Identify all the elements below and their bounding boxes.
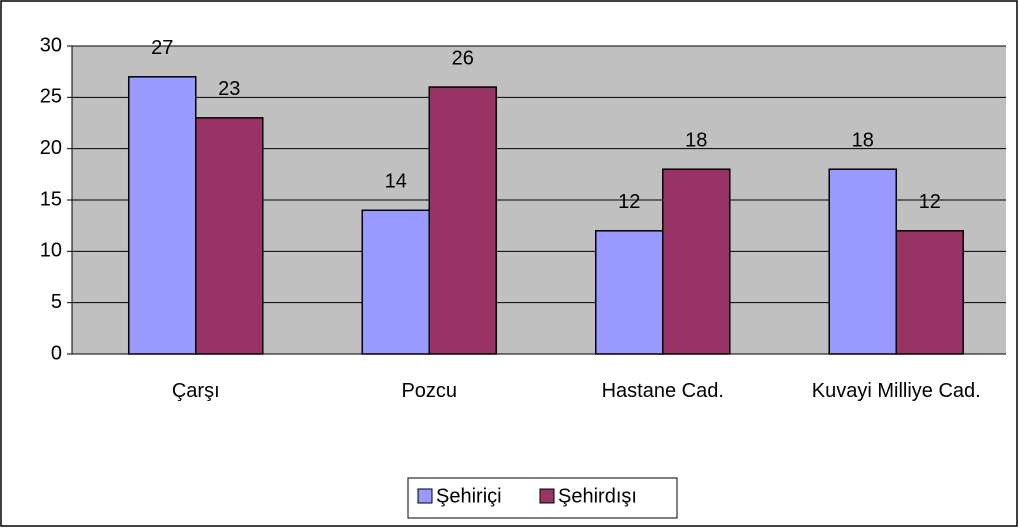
data-label: 12 — [618, 191, 640, 213]
legend-label: Şehiriçi — [436, 485, 502, 507]
bar — [895, 230, 965, 355]
bar — [195, 117, 264, 355]
x-tick-label-box: Çarşı — [171, 380, 220, 402]
x-tick-label-box: Hastane Cad. — [601, 380, 724, 402]
legend-swatch — [539, 488, 555, 504]
data-label: 18 — [685, 129, 707, 151]
y-tick-label: 30 — [40, 34, 62, 56]
x-tick-label: Kuvayi Milliye Cad. — [811, 380, 981, 402]
y-tick-label: 20 — [40, 137, 62, 159]
y-tick-label: 25 — [40, 86, 62, 108]
x-tick-label: Hastane Cad. — [601, 380, 724, 402]
bar — [828, 168, 897, 355]
data-label: 27 — [151, 37, 173, 59]
y-tick-label: 10 — [40, 240, 62, 262]
data-label: 18 — [852, 129, 874, 151]
legend-label: Şehirdışı — [558, 485, 637, 507]
data-label: 12 — [919, 191, 941, 213]
x-tick-label: Pozcu — [401, 380, 458, 402]
x-tick-label-box: Kuvayi Milliye Cad. — [811, 380, 981, 402]
y-tick-label: 5 — [51, 291, 62, 313]
bar — [127, 76, 197, 355]
y-tick-label: 15 — [40, 188, 62, 210]
data-label: 23 — [218, 78, 240, 100]
legend-swatch — [417, 488, 433, 504]
y-tick-label: 0 — [51, 342, 62, 364]
x-tick-label-box: Pozcu — [401, 380, 458, 402]
data-label: 26 — [452, 47, 474, 69]
data-label: 14 — [385, 171, 407, 193]
bar — [594, 230, 664, 355]
bar — [361, 209, 431, 355]
x-tick-label: Çarşı — [171, 380, 220, 402]
bar — [428, 86, 498, 355]
bar — [662, 168, 731, 355]
